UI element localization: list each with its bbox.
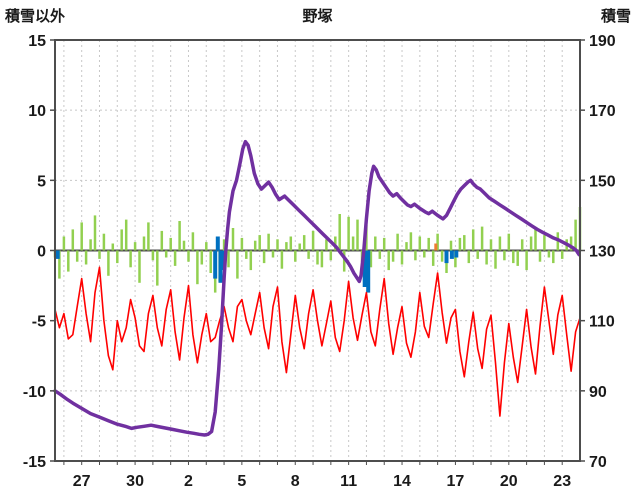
svg-text:23: 23: [553, 473, 571, 490]
right-axis-title: 積雪: [600, 8, 631, 25]
left-axis-title: 積雪以外: [5, 8, 66, 25]
svg-text:-5: -5: [32, 314, 46, 331]
svg-text:110: 110: [589, 314, 615, 331]
svg-text:70: 70: [589, 454, 607, 471]
svg-text:30: 30: [126, 473, 144, 490]
svg-text:17: 17: [447, 473, 465, 490]
svg-text:90: 90: [589, 384, 607, 401]
svg-text:5: 5: [237, 473, 246, 490]
svg-text:10: 10: [28, 103, 46, 120]
svg-text:11: 11: [340, 473, 357, 490]
svg-text:5: 5: [37, 173, 46, 190]
svg-text:14: 14: [393, 473, 411, 490]
svg-text:15: 15: [28, 33, 46, 50]
svg-text:8: 8: [291, 473, 300, 490]
svg-text:-10: -10: [23, 384, 46, 401]
svg-text:0: 0: [37, 244, 46, 261]
svg-text:130: 130: [589, 244, 616, 261]
svg-text:27: 27: [73, 473, 91, 490]
svg-text:170: 170: [589, 103, 616, 120]
svg-text:20: 20: [500, 473, 518, 490]
svg-text:-15: -15: [23, 454, 46, 471]
svg-text:150: 150: [589, 173, 616, 190]
svg-text:190: 190: [589, 33, 616, 50]
svg-text:2: 2: [184, 473, 193, 490]
chart-title: 野塚: [302, 8, 333, 25]
